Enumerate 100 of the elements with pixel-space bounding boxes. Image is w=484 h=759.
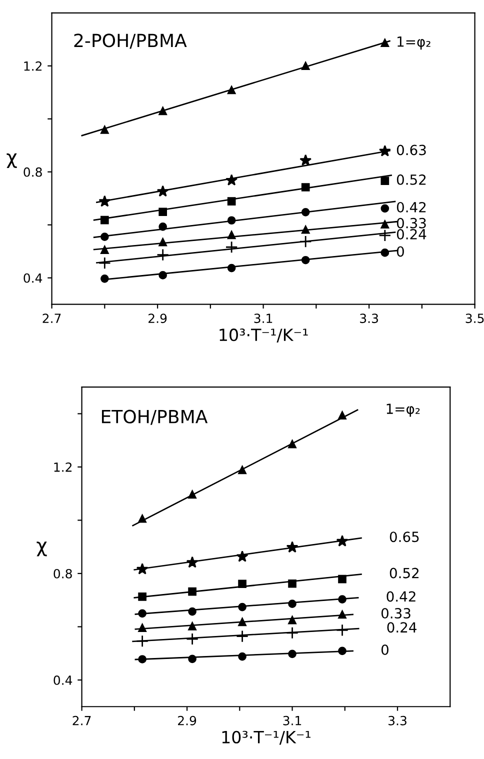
point [188, 622, 196, 630]
point [188, 490, 196, 499]
y-tick-label: 0.8 [54, 568, 72, 578]
point [227, 216, 236, 225]
text: 2-POH/PBMA [74, 34, 187, 49]
point [136, 634, 149, 648]
series-label: 1=φ₂ [398, 36, 430, 50]
y-tick-label: 0.4 [54, 675, 72, 685]
x-tick-label: 2.9 [178, 716, 196, 726]
point [299, 235, 312, 248]
point [158, 271, 167, 280]
x-tick-label: 3.5 [466, 314, 484, 324]
point [226, 174, 238, 186]
point [236, 550, 248, 562]
text: 0.33 [381, 608, 410, 619]
text: 0.42 [386, 591, 416, 602]
point [288, 440, 296, 448]
point [138, 592, 146, 601]
x-axis-title: 10³·T⁻¹/K⁻¹ [222, 730, 310, 745]
point [100, 216, 109, 224]
point [380, 38, 390, 48]
point [238, 618, 246, 626]
point [98, 195, 111, 207]
point [378, 229, 392, 242]
point [338, 411, 346, 420]
text: 1=φ₂ [386, 404, 420, 417]
point [338, 574, 346, 584]
point [186, 556, 198, 568]
point [100, 246, 109, 254]
series-label: 0.52 [396, 174, 426, 185]
point [188, 587, 196, 596]
series-label: 0.63 [396, 144, 426, 156]
point [380, 220, 390, 229]
point [238, 466, 246, 474]
series-label: 0.24 [396, 228, 426, 240]
point [380, 204, 390, 213]
point [238, 652, 246, 661]
point [100, 126, 109, 134]
x-axis-title: 10³·T⁻¹/K⁻¹ [220, 328, 308, 342]
y-axis-title: χ [36, 542, 47, 556]
y-tick-label: 1.2 [24, 61, 42, 71]
point [338, 646, 346, 656]
x-tick-label: 3.3 [388, 716, 406, 726]
point [336, 624, 349, 636]
point [378, 144, 391, 156]
point [158, 106, 167, 116]
x-tick-label: 2.7 [42, 314, 61, 323]
point [138, 609, 146, 618]
text: 0.24 [387, 622, 416, 633]
point [158, 222, 167, 231]
point [301, 225, 310, 234]
point [100, 232, 109, 241]
point [286, 541, 298, 553]
x-tick-label: 2.9 [148, 314, 167, 324]
text: 0.65 [390, 532, 419, 542]
text: ETOH/PBMA [102, 410, 208, 425]
point [238, 602, 246, 612]
point [288, 650, 296, 658]
point [286, 626, 299, 640]
point [300, 154, 312, 166]
point [188, 654, 196, 664]
x-tick-label: 2.7 [72, 716, 91, 726]
point [138, 514, 146, 523]
series-label: 0 [396, 246, 404, 257]
point [288, 600, 296, 608]
point [227, 264, 236, 272]
point [225, 240, 238, 254]
point [227, 197, 236, 206]
series-label: 0.42 [396, 202, 426, 212]
point [227, 86, 236, 94]
text: 0.52 [390, 568, 419, 578]
point [236, 630, 249, 643]
x-tick-label: 3.1 [254, 314, 272, 324]
point [156, 248, 170, 262]
point [156, 185, 169, 197]
point [288, 579, 296, 588]
point [227, 230, 236, 240]
point [338, 595, 346, 604]
point [288, 616, 296, 624]
point [380, 176, 390, 186]
point [301, 256, 310, 264]
point [188, 607, 196, 616]
point [380, 248, 390, 257]
text: 0 [381, 644, 388, 656]
point [336, 535, 348, 546]
series-label: 0.33 [396, 218, 426, 228]
point [138, 624, 146, 632]
y-tick-label: 1.2 [54, 462, 72, 472]
point [238, 580, 246, 588]
x-tick-label: 3.3 [360, 314, 378, 324]
point [301, 208, 310, 216]
point [158, 208, 167, 216]
y-tick-label: 0.8 [24, 167, 42, 177]
x-tick-label: 3.1 [283, 716, 302, 726]
point [158, 238, 167, 246]
point [136, 562, 148, 574]
point [301, 62, 310, 70]
y-axis-title: χ [6, 153, 17, 168]
y-tick-label: 0.4 [24, 273, 42, 283]
point [186, 632, 199, 646]
